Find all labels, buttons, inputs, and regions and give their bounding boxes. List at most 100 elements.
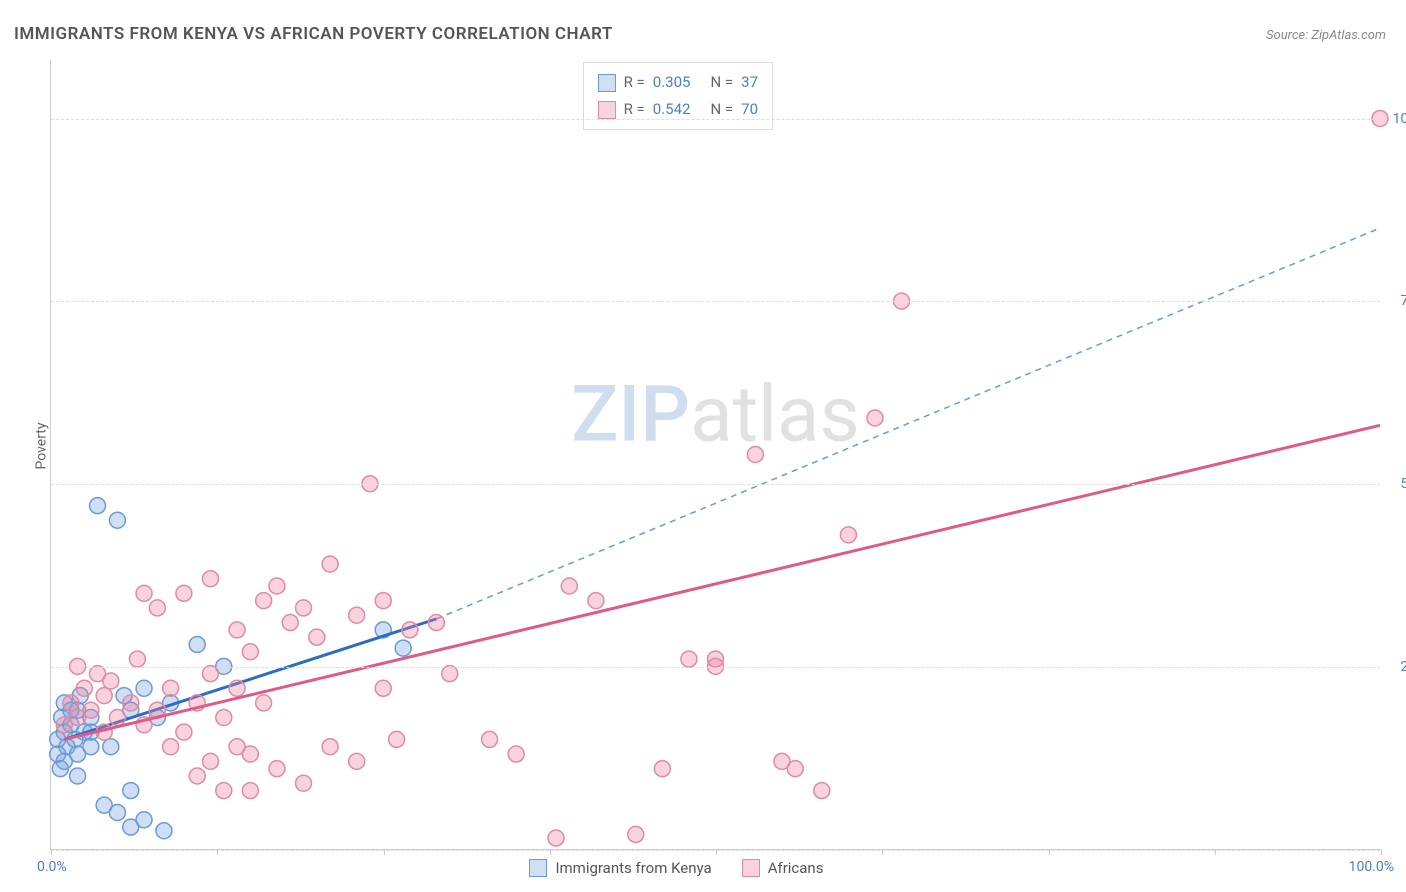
scatter-point	[163, 680, 179, 696]
scatter-point	[83, 739, 99, 755]
scatter-point	[123, 695, 139, 711]
scatter-point	[681, 651, 697, 667]
legend-r-value: 0.305	[653, 69, 691, 96]
trend-line-solid	[64, 425, 1380, 739]
scatter-point	[202, 753, 218, 769]
scatter-point	[349, 607, 365, 623]
scatter-point	[395, 640, 411, 656]
scatter-point	[229, 622, 245, 638]
scatter-point	[149, 600, 165, 616]
legend-n-value: 37	[741, 69, 758, 96]
scatter-point	[103, 673, 119, 689]
scatter-point	[216, 783, 232, 799]
scatter-point	[787, 761, 803, 777]
scatter-point	[482, 731, 498, 747]
scatter-point	[256, 593, 272, 609]
scatter-point	[654, 761, 670, 777]
legend-row: R = 0.305 N = 37	[598, 69, 758, 96]
scatter-point	[123, 783, 139, 799]
legend-correlation: R = 0.305N = 37R = 0.542N = 70	[583, 62, 773, 130]
y-tick-label: 75.0%	[1388, 293, 1406, 309]
legend-swatch	[598, 74, 616, 92]
scatter-point	[90, 498, 106, 514]
scatter-point	[309, 629, 325, 645]
legend-n-label: N =	[710, 69, 733, 96]
scatter-point	[109, 512, 125, 528]
scatter-point	[389, 731, 405, 747]
scatter-point	[296, 600, 312, 616]
legend-swatch	[742, 859, 760, 877]
scatter-point	[867, 410, 883, 426]
legend-series-item: Africans	[742, 859, 824, 877]
gridline	[51, 667, 1380, 668]
scatter-point	[349, 753, 365, 769]
scatter-point	[83, 702, 99, 718]
y-axis-label: Poverty	[34, 422, 50, 469]
x-tick-mark	[1381, 849, 1382, 855]
x-tick-mark	[1215, 849, 1216, 855]
scatter-point	[508, 746, 524, 762]
legend-swatch	[529, 859, 547, 877]
x-tick-max: 100.0%	[1349, 859, 1394, 875]
scatter-point	[136, 585, 152, 601]
scatter-point	[202, 571, 218, 587]
chart-title: IMMIGRANTS FROM KENYA VS AFRICAN POVERTY…	[14, 24, 613, 44]
scatter-point	[322, 556, 338, 572]
scatter-point	[747, 447, 763, 463]
x-tick-origin: 0.0%	[37, 859, 67, 875]
scatter-point	[103, 739, 119, 755]
y-tick-label: 25.0%	[1388, 659, 1406, 675]
scatter-point	[708, 651, 724, 667]
scatter-point	[588, 593, 604, 609]
scatter-point	[176, 724, 192, 740]
scatter-point	[242, 783, 258, 799]
scatter-point	[76, 680, 92, 696]
scatter-point	[229, 739, 245, 755]
y-tick-label: 100.0%	[1388, 111, 1406, 127]
scatter-point	[229, 680, 245, 696]
legend-series-label: Africans	[768, 859, 824, 877]
x-tick-mark	[550, 849, 551, 855]
x-tick-mark	[716, 849, 717, 855]
scatter-point	[242, 644, 258, 660]
scatter-point	[156, 823, 172, 839]
scatter-point	[129, 651, 145, 667]
scatter-point	[269, 578, 285, 594]
x-tick-mark	[217, 849, 218, 855]
x-tick-mark	[1049, 849, 1050, 855]
scatter-point	[256, 695, 272, 711]
scatter-point	[282, 615, 298, 631]
scatter-point	[840, 527, 856, 543]
scatter-point	[402, 622, 418, 638]
scatter-point	[561, 578, 577, 594]
scatter-point	[548, 830, 564, 846]
legend-series: Immigrants from Kenya Africans	[529, 859, 823, 877]
correlation-chart: IMMIGRANTS FROM KENYA VS AFRICAN POVERTY…	[0, 0, 1406, 892]
scatter-point	[96, 688, 112, 704]
gridline	[51, 301, 1380, 302]
x-tick-mark	[882, 849, 883, 855]
scatter-point	[814, 783, 830, 799]
legend-r-label: R =	[624, 69, 645, 96]
scatter-point	[109, 710, 125, 726]
legend-series-label: Immigrants from Kenya	[555, 859, 711, 877]
scatter-point	[628, 826, 644, 842]
source-attribution: Source: ZipAtlas.com	[1266, 28, 1386, 43]
scatter-point	[109, 804, 125, 820]
scatter-point	[136, 680, 152, 696]
scatter-point	[296, 775, 312, 791]
scatter-point	[63, 695, 79, 711]
plot-svg	[51, 60, 1380, 849]
scatter-point	[189, 636, 205, 652]
scatter-point	[216, 710, 232, 726]
legend-swatch	[598, 101, 616, 119]
plot-area: ZIPatlas R = 0.305N = 37R = 0.542N = 70 …	[50, 60, 1380, 850]
y-tick-label: 50.0%	[1388, 476, 1406, 492]
scatter-point	[428, 615, 444, 631]
scatter-point	[70, 768, 86, 784]
scatter-point	[322, 739, 338, 755]
scatter-point	[375, 593, 391, 609]
scatter-point	[163, 739, 179, 755]
x-tick-mark	[384, 849, 385, 855]
gridline	[51, 119, 1380, 120]
